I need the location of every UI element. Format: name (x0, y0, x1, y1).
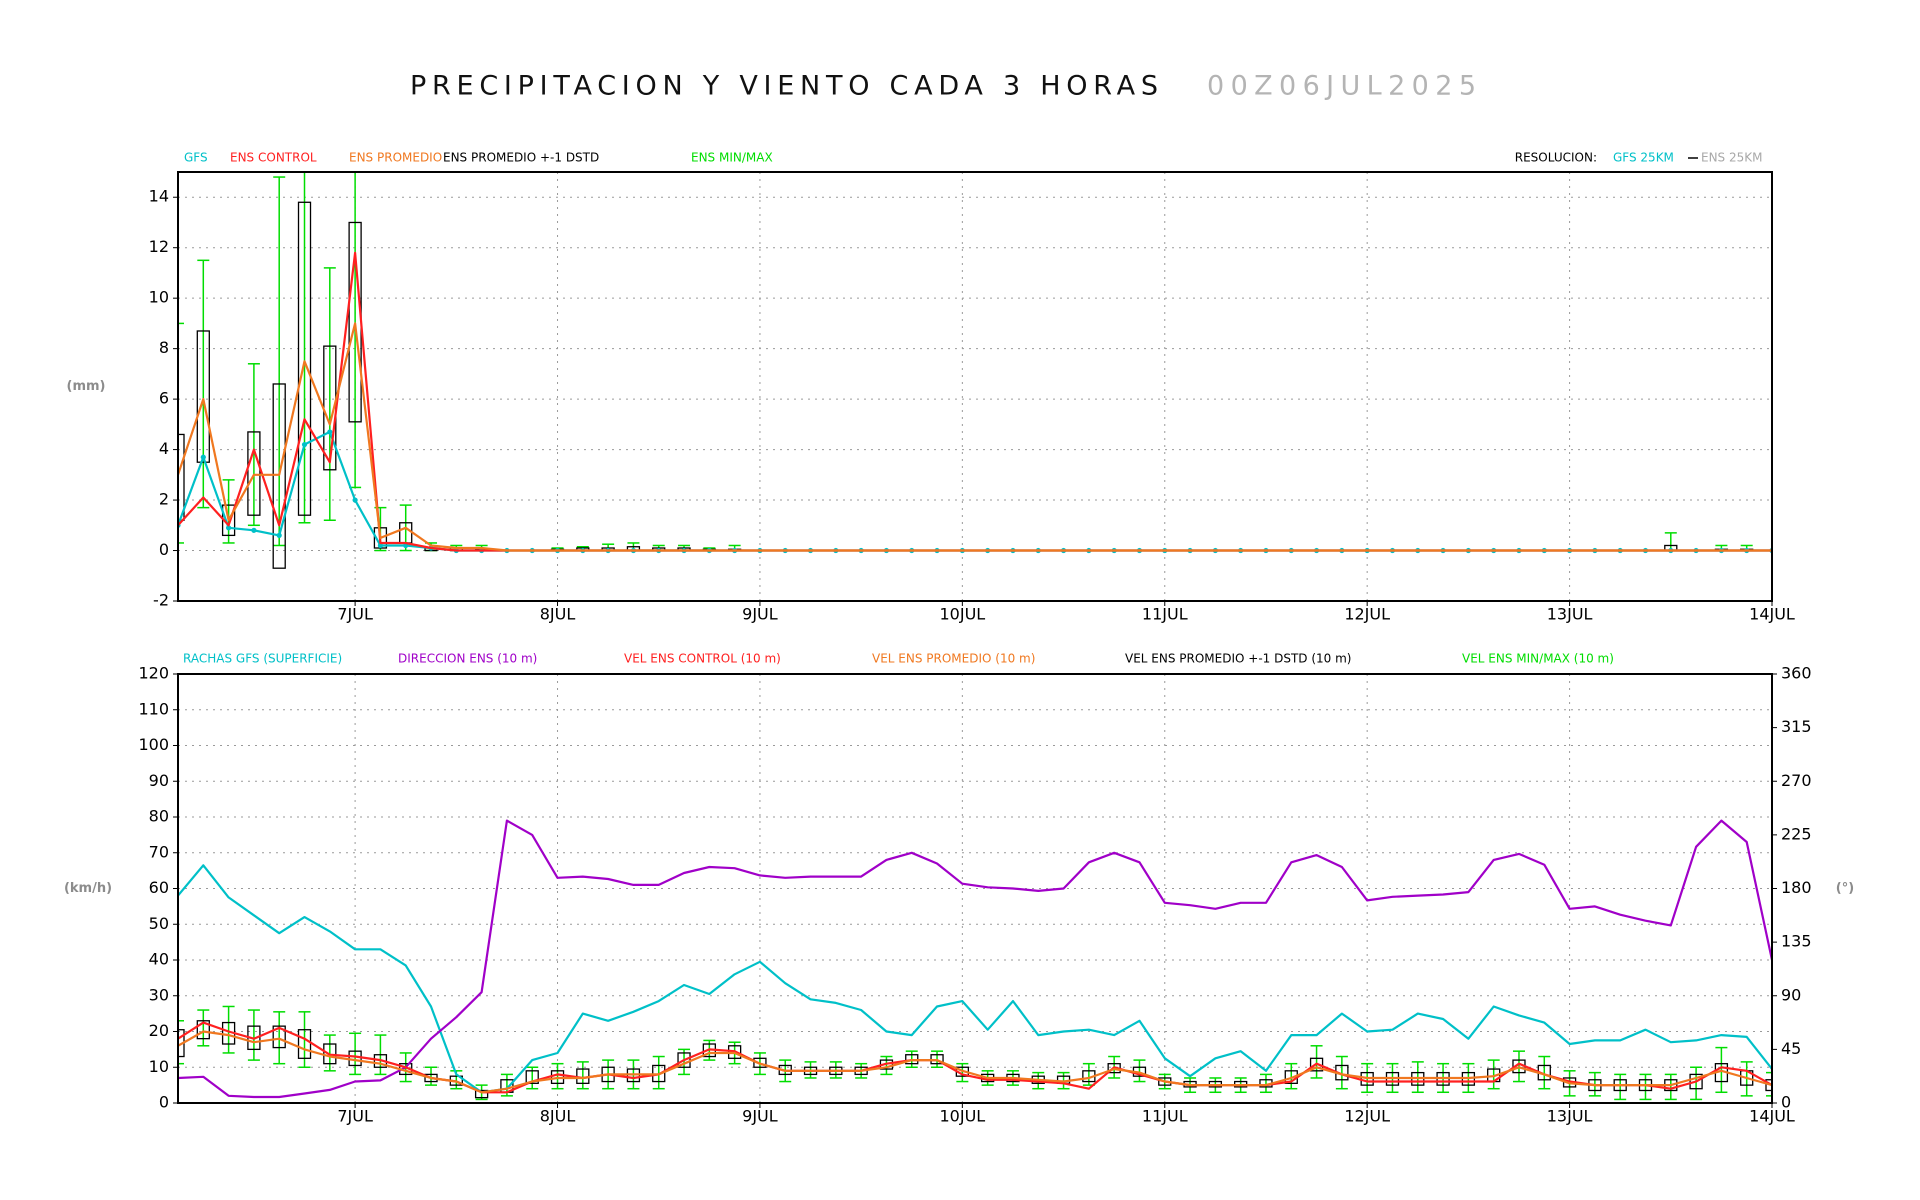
y-tick-label: 10 (149, 288, 169, 307)
y2-tick-label: 90 (1781, 985, 1801, 1004)
y-tick-label: 2 (159, 490, 169, 509)
legend-entry: ENS PROMEDIO +-1 DSTD (443, 151, 599, 165)
legend-entry: RACHAS GFS (SUPERFICIE) (183, 652, 342, 666)
x-tick-label: 7JUL (337, 1107, 373, 1126)
x-tick-label: 13JUL (1547, 1107, 1593, 1126)
std-box (474, 1089, 489, 1099)
std-box (178, 433, 185, 521)
std-box (196, 1020, 210, 1040)
x-tick-label: 11JUL (1142, 1107, 1188, 1126)
std-box (753, 1057, 767, 1068)
std-box (1689, 1073, 1703, 1090)
y2-tick-label: 180 (1781, 878, 1812, 897)
x-tick-label: 12JUL (1344, 1107, 1390, 1126)
std-box (1765, 1079, 1772, 1092)
y2-tick-label: 225 (1781, 824, 1812, 843)
y-tick-label: 8 (159, 338, 169, 357)
series-line (178, 864, 1772, 1094)
std-box (1309, 1057, 1324, 1072)
x-tick-label: 10JUL (939, 1107, 985, 1126)
std-box (196, 330, 210, 463)
y-tick-label: 20 (149, 1021, 169, 1040)
x-tick-label: 14JUL (1749, 1107, 1795, 1126)
y-tick-label: 0 (159, 540, 169, 559)
plot-area (178, 819, 1772, 1101)
y-tick-label: 4 (159, 439, 169, 458)
plot-area (178, 172, 1772, 569)
legend-entry: ENS PROMEDIO (349, 151, 442, 165)
std-box (272, 383, 286, 569)
run-date: 00Z06JUL2025 (1207, 71, 1476, 102)
series-marker (352, 497, 358, 503)
y-axis-label: (km/h) (64, 881, 112, 896)
std-box (297, 1029, 312, 1059)
std-box (525, 1070, 539, 1084)
legend-entry: VEL ENS PROMEDIO +-1 DSTD (10 m) (1125, 652, 1352, 666)
y-tick-label: 14 (149, 187, 169, 206)
y-tick-label: 110 (138, 699, 169, 718)
y-tick-label: 10 (149, 1057, 169, 1076)
y-tick-label: -2 (153, 591, 169, 610)
y-axis-label: (mm) (67, 379, 106, 394)
x-tick-label: 8JUL (540, 1107, 576, 1126)
y2-tick-label: 315 (1781, 717, 1812, 736)
plot-frame (177, 673, 1773, 1104)
x-tick-label: 10JUL (939, 605, 985, 624)
legend-entry: VEL ENS CONTROL (10 m) (624, 652, 781, 666)
y2-tick-label: 0 (1781, 1093, 1791, 1112)
x-tick-label: 7JUL (337, 605, 373, 624)
series-marker (200, 454, 206, 460)
resolution-item: GFS 25KM (1613, 151, 1674, 165)
series-line (178, 1030, 1772, 1094)
y2-tick-label: 135 (1781, 932, 1812, 951)
x-tick-label: 9JUL (742, 1107, 778, 1126)
series-line (178, 819, 1772, 1099)
y2-axis-label: (°) (1836, 881, 1854, 896)
std-box (247, 431, 261, 516)
series-marker (327, 429, 333, 435)
y-tick-label: 80 (149, 807, 169, 826)
y2-tick-label: 360 (1781, 664, 1812, 683)
series-marker (251, 527, 257, 533)
x-tick-label: 11JUL (1142, 605, 1188, 624)
legend-entry: ENS MIN/MAX (691, 151, 773, 165)
title: PRECIPITACION Y VIENTO CADA 3 HORAS (410, 71, 1158, 102)
series-marker (276, 532, 282, 538)
x-tick-label: 13JUL (1547, 605, 1593, 624)
y-tick-label: 0 (159, 1093, 169, 1112)
y-tick-label: 50 (149, 914, 169, 933)
std-box (297, 201, 312, 516)
y-tick-label: 30 (149, 985, 169, 1004)
x-tick-label: 9JUL (742, 605, 778, 624)
series-line (178, 322, 1772, 552)
y-tick-label: 70 (149, 842, 169, 861)
series-marker (301, 441, 308, 448)
y-tick-label: 90 (149, 771, 169, 790)
y2-tick-label: 45 (1781, 1039, 1801, 1058)
resolution-item: ENS 25KM (1701, 151, 1762, 165)
legend-entry: DIRECCION ENS (10 m) (398, 652, 537, 666)
plot-frame (177, 171, 1773, 602)
legend-entry: VEL ENS MIN/MAX (10 m) (1462, 652, 1614, 666)
resolution-label: RESOLUCION: (1515, 151, 1597, 165)
y2-tick-label: 270 (1781, 771, 1812, 790)
legend-entry: ENS CONTROL (230, 151, 317, 165)
x-tick-label: 12JUL (1344, 605, 1390, 624)
y-tick-label: 6 (159, 389, 169, 408)
x-tick-label: 8JUL (540, 605, 576, 624)
series-marker (226, 525, 232, 531)
legend-entry: VEL ENS PROMEDIO (10 m) (872, 652, 1035, 666)
y-tick-label: 120 (138, 664, 169, 683)
series-marker (377, 542, 384, 549)
std-box (272, 1025, 286, 1049)
y-tick-label: 40 (149, 950, 169, 969)
y-tick-label: 100 (138, 735, 169, 754)
legend-entry: GFS (184, 151, 208, 165)
x-tick-label: 14JUL (1749, 605, 1795, 624)
y-tick-label: 60 (149, 878, 169, 897)
y-tick-label: 12 (149, 237, 169, 256)
